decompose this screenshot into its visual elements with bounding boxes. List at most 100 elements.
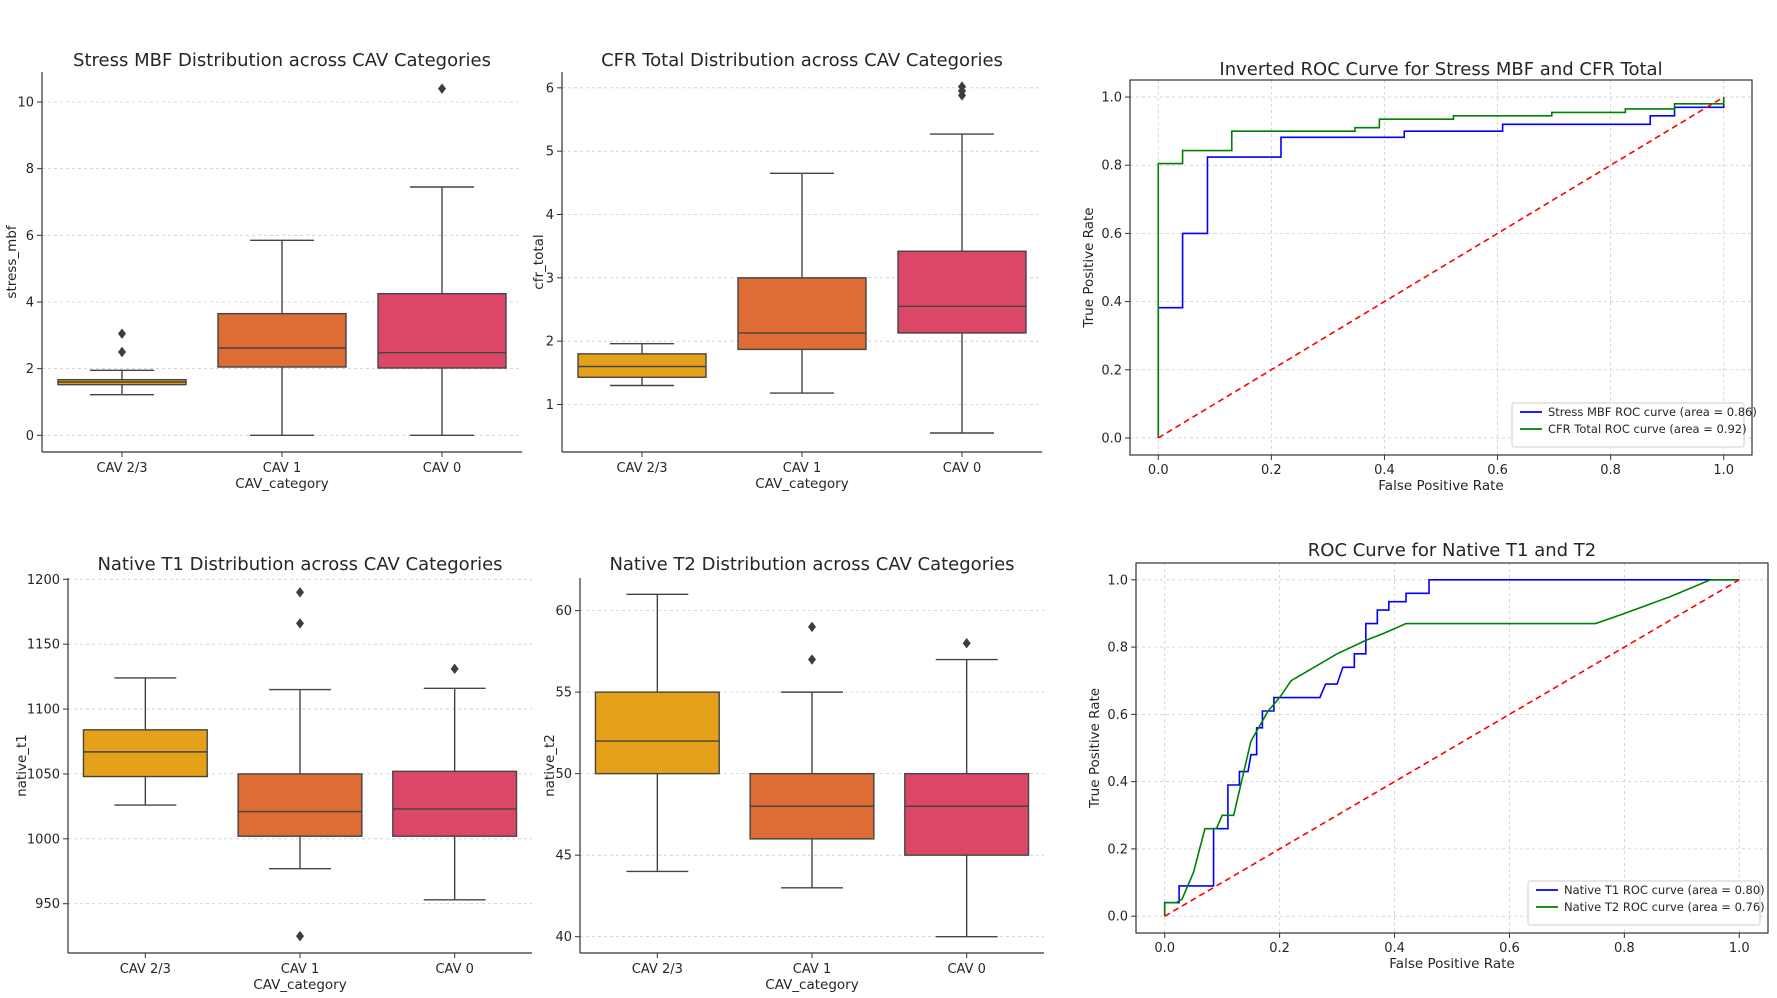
y-tick-label: 0.6 bbox=[1101, 227, 1122, 242]
y-tick-label: 2 bbox=[26, 362, 34, 377]
outlier-point bbox=[118, 328, 126, 339]
y-tick-label: 0.8 bbox=[1107, 641, 1128, 656]
x-axis-label: False Positive Rate bbox=[1378, 478, 1503, 494]
chart-t1: Native T1 Distribution across CAV Catego… bbox=[14, 554, 532, 993]
y-tick-label: 0.0 bbox=[1101, 431, 1122, 446]
box-body bbox=[897, 250, 1027, 334]
x-tick-label: 1.0 bbox=[1713, 463, 1734, 478]
y-tick-label: 1050 bbox=[27, 767, 60, 782]
y-axis-label: stress_mbf bbox=[4, 224, 20, 298]
outlier-point bbox=[958, 81, 966, 92]
box-cav-1 bbox=[217, 239, 347, 437]
y-tick-label: 1200 bbox=[27, 573, 60, 588]
outlier-point bbox=[118, 346, 126, 358]
box-body bbox=[237, 773, 363, 837]
box-cav-1 bbox=[749, 621, 875, 889]
y-tick-label: 1000 bbox=[27, 832, 60, 847]
chart-title: Stress MBF Distribution across CAV Categ… bbox=[73, 50, 491, 71]
chart-title: Native T2 Distribution across CAV Catego… bbox=[609, 554, 1014, 575]
chart-title: Native T1 Distribution across CAV Catego… bbox=[97, 554, 502, 575]
y-tick-label: 0.2 bbox=[1101, 363, 1122, 378]
x-tick-label: 0.0 bbox=[1148, 463, 1169, 478]
y-tick-label: 50 bbox=[555, 767, 572, 782]
y-axis-label: cfr_total bbox=[531, 234, 547, 289]
x-tick-label: 0.8 bbox=[1600, 463, 1621, 478]
box-body bbox=[594, 691, 720, 775]
y-tick-label: 0.4 bbox=[1101, 295, 1122, 310]
outlier-point bbox=[808, 621, 816, 633]
x-tick-label: CAV 2/3 bbox=[616, 461, 667, 476]
x-tick-label: 1.0 bbox=[1729, 941, 1750, 956]
y-tick-label: 55 bbox=[555, 686, 572, 701]
y-tick-label: 60 bbox=[555, 604, 572, 619]
y-axis-label: native_t1 bbox=[14, 734, 30, 797]
legend: Stress MBF ROC curve (area = 0.86) CFR To… bbox=[1511, 402, 1757, 448]
chart-roc2: ROC Curve for Native T1 and T2 0.0 0.2 0.4 0… bbox=[1087, 540, 1769, 972]
plot-frame bbox=[1135, 562, 1769, 934]
y-tick-label: 4 bbox=[546, 208, 554, 223]
y-tick-label: 40 bbox=[555, 930, 572, 945]
y-tick-label: 3 bbox=[546, 271, 554, 286]
box-body bbox=[392, 770, 518, 837]
y-tick-label: 1 bbox=[546, 398, 554, 413]
chart-t2: Native T2 Distribution across CAV Catego… bbox=[542, 554, 1044, 993]
x-axis-label: CAV_category bbox=[755, 476, 848, 492]
y-tick-label: 2 bbox=[546, 335, 554, 350]
box-body bbox=[217, 312, 347, 368]
box-cav-2-3 bbox=[82, 677, 208, 806]
y-tick-label: 5 bbox=[546, 145, 554, 160]
y-axis-label: True Positive Rate bbox=[1087, 688, 1103, 809]
box-cav-0 bbox=[392, 663, 518, 901]
chart-title: Inverted ROC Curve for Stress MBF and CF… bbox=[1219, 59, 1662, 80]
box-cav-0 bbox=[897, 81, 1027, 434]
roc-series-line-1 bbox=[1163, 579, 1740, 917]
outlier-point bbox=[296, 930, 304, 942]
y-tick-label: 6 bbox=[26, 229, 34, 244]
x-tick-label: CAV 2/3 bbox=[96, 461, 147, 476]
box-body bbox=[577, 353, 707, 378]
x-axis-label: CAV_category bbox=[235, 476, 328, 492]
x-tick-label: CAV 2/3 bbox=[120, 962, 171, 977]
box-body bbox=[82, 729, 208, 778]
legend: Native T1 ROC curve (area = 0.80) Native … bbox=[1527, 880, 1765, 926]
outlier-point bbox=[450, 663, 459, 675]
legend-label: Native T2 ROC curve (area = 0.76) bbox=[1564, 900, 1765, 914]
x-tick-label: 0.6 bbox=[1499, 941, 1520, 956]
y-tick-label: 45 bbox=[555, 849, 572, 864]
x-tick-label: CAV 1 bbox=[793, 962, 831, 977]
outlier-point bbox=[962, 638, 971, 649]
y-tick-label: 1.0 bbox=[1107, 573, 1128, 588]
x-tick-label: CAV 1 bbox=[783, 461, 821, 476]
box-body bbox=[904, 772, 1030, 856]
box-cav-2-3 bbox=[577, 343, 707, 387]
legend-box bbox=[1527, 880, 1761, 926]
outlier-point bbox=[296, 587, 304, 598]
chance-diagonal-line bbox=[1157, 96, 1725, 439]
chart-roc1: Inverted ROC Curve for Stress MBF and CF… bbox=[1081, 59, 1757, 494]
x-tick-label: CAV 1 bbox=[263, 461, 301, 476]
outlier-point bbox=[808, 654, 816, 665]
plot-frame bbox=[1129, 79, 1753, 456]
x-tick-label: 0.4 bbox=[1374, 463, 1395, 478]
legend-label: CFR Total ROC curve (area = 0.92) bbox=[1548, 422, 1747, 436]
x-tick-label: CAV 0 bbox=[435, 962, 473, 977]
y-tick-label: 0.8 bbox=[1101, 159, 1122, 174]
box-cav-1 bbox=[237, 587, 363, 942]
x-tick-label: CAV 0 bbox=[947, 962, 985, 977]
y-tick-label: 0.6 bbox=[1107, 708, 1128, 723]
roc-series-line-1 bbox=[1157, 97, 1725, 438]
x-tick-label: 0.2 bbox=[1261, 463, 1282, 478]
y-tick-label: 1100 bbox=[27, 703, 60, 718]
y-tick-label: 6 bbox=[546, 81, 554, 96]
y-tick-label: 0 bbox=[26, 429, 34, 444]
y-tick-label: 0.4 bbox=[1107, 775, 1128, 790]
x-tick-label: CAV 0 bbox=[943, 461, 981, 476]
chart-stress: Stress MBF Distribution across CAV Categ… bbox=[4, 50, 522, 492]
x-tick-label: 0.4 bbox=[1384, 941, 1405, 956]
y-tick-label: 0.0 bbox=[1107, 910, 1128, 925]
box-body bbox=[377, 292, 507, 369]
legend-label: Native T1 ROC curve (area = 0.80) bbox=[1564, 883, 1765, 897]
chance-diagonal-line bbox=[1164, 579, 1740, 917]
